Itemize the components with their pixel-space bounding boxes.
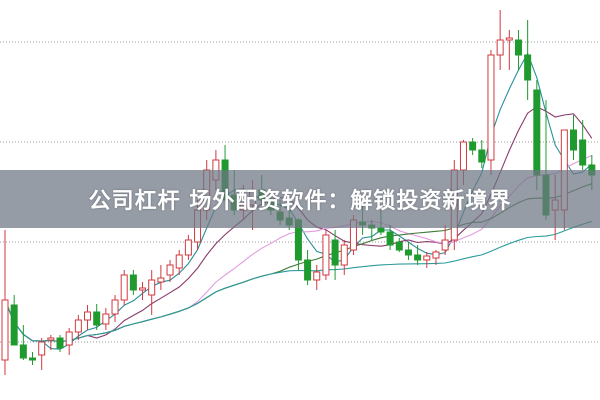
candle-body bbox=[496, 39, 504, 56]
candle-body bbox=[469, 141, 477, 151]
candle-body bbox=[129, 274, 137, 291]
title-banner: 公司杠杆 场外配资软件：解锁投资新境界 bbox=[0, 170, 600, 228]
candle-body bbox=[386, 231, 394, 246]
candle-body bbox=[423, 255, 431, 261]
candle-body bbox=[120, 274, 128, 301]
candle-body bbox=[331, 239, 339, 266]
candle-body bbox=[139, 287, 147, 291]
moving-average-line bbox=[4, 220, 592, 343]
candle-body bbox=[340, 244, 348, 266]
candle-body bbox=[414, 254, 422, 261]
candle-body bbox=[184, 239, 192, 256]
candle-body bbox=[148, 279, 156, 296]
candle-body bbox=[157, 277, 165, 283]
candle-body bbox=[74, 319, 82, 333]
candle-body bbox=[569, 129, 577, 151]
candle-body bbox=[65, 331, 73, 346]
candle-body bbox=[395, 241, 403, 251]
candle-body bbox=[56, 337, 64, 349]
candle-body bbox=[505, 37, 513, 41]
candle-body bbox=[38, 341, 46, 356]
candle-body bbox=[304, 259, 312, 281]
candle-body bbox=[93, 311, 101, 326]
candle-body bbox=[478, 149, 486, 163]
candle-body bbox=[441, 239, 449, 251]
candle-body bbox=[322, 234, 330, 276]
candle-body bbox=[29, 357, 37, 361]
candle-body bbox=[175, 254, 183, 269]
candle-body bbox=[47, 337, 55, 341]
candle-body bbox=[19, 344, 27, 359]
candle-body bbox=[579, 139, 587, 166]
candle-body bbox=[10, 304, 18, 346]
candle-body bbox=[84, 311, 92, 321]
candle-body bbox=[313, 271, 321, 281]
candle-body bbox=[377, 227, 385, 233]
candle-body bbox=[459, 141, 467, 171]
candle-body bbox=[166, 264, 174, 276]
candle-body bbox=[533, 89, 541, 176]
banner-title: 公司杠杆 场外配资软件：解锁投资新境界 bbox=[88, 189, 512, 214]
candle-body bbox=[487, 54, 495, 161]
candle-body bbox=[524, 54, 532, 81]
candle-body bbox=[102, 313, 110, 325]
candle-body bbox=[514, 39, 522, 56]
candle-body bbox=[1, 299, 9, 361]
candle-body bbox=[432, 251, 440, 259]
candle-body bbox=[111, 299, 119, 315]
candle-body bbox=[404, 249, 412, 256]
